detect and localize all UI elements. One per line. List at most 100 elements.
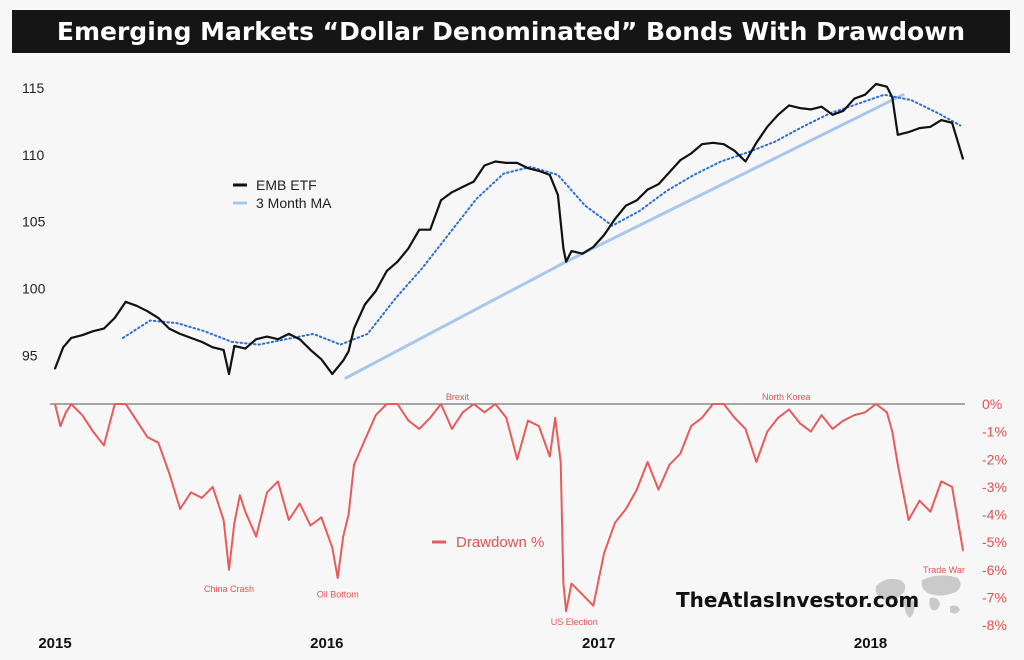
emb-etf-point	[853, 97, 856, 100]
drawdown-point	[712, 403, 714, 405]
emb-etf-point	[124, 300, 127, 303]
emb-etf-point	[962, 158, 964, 160]
drawdown-point	[646, 461, 649, 463]
drawdown-point	[690, 425, 692, 427]
emb-etf-point	[929, 125, 932, 128]
drawdown-point	[668, 464, 671, 466]
drawdown-point	[451, 428, 453, 430]
emb-etf-point	[565, 260, 567, 263]
emb-etf-point	[211, 346, 214, 349]
title-bar: Emerging Markets “Dollar Denominated” Bo…	[12, 10, 1010, 53]
drawdown-annotation: Trade War	[923, 565, 965, 575]
emb-etf-point	[135, 304, 138, 307]
emb-etf-point	[557, 194, 559, 196]
drawdown-point	[157, 441, 160, 444]
emb-etf-point	[461, 186, 464, 188]
drawdown-point	[831, 428, 834, 430]
emb-etf-point	[54, 367, 56, 370]
world-map-icon	[875, 578, 906, 601]
drawdown-point	[309, 524, 312, 527]
drawdown-point	[342, 535, 345, 538]
drawdown-point	[277, 480, 279, 483]
emb-etf-point	[342, 359, 345, 362]
emb-etf-point	[690, 152, 692, 155]
emb-etf-point	[179, 333, 182, 335]
y-tick-label: 110	[22, 147, 45, 163]
drawdown-annotation: Brexit	[446, 392, 470, 402]
emb-etf-point	[255, 338, 258, 341]
emb-etf-point	[777, 113, 779, 116]
drawdown-point	[657, 488, 660, 491]
emb-etf-point	[233, 345, 236, 347]
emb-etf-point	[788, 104, 790, 107]
drawdown-point	[320, 516, 323, 519]
drawdown-annotation: US Election	[551, 617, 598, 627]
emb-etf-point	[298, 338, 301, 341]
drawdown-point	[940, 480, 943, 483]
emb-etf-point	[570, 250, 573, 253]
x-tick-label: 2018	[854, 635, 887, 652]
drawdown-point	[103, 444, 105, 447]
drawdown-point	[190, 491, 192, 494]
emb-etf-point	[875, 83, 877, 85]
watermark-text: TheAtlasInvestor.com	[676, 588, 919, 612]
emb-etf-point	[581, 252, 584, 255]
drawdown-point	[766, 430, 769, 433]
drawdown-point	[679, 452, 682, 455]
drawdown-point	[625, 508, 627, 510]
drawdown-point	[244, 510, 247, 513]
drawdown-point	[222, 519, 225, 521]
world-map-icon	[921, 575, 961, 596]
drawdown-point	[799, 422, 801, 425]
emb-etf-point	[440, 199, 442, 202]
emb-etf-point	[483, 164, 486, 167]
emb-etf-point	[451, 191, 453, 194]
drawdown-point	[810, 430, 812, 433]
drawdown-point	[114, 403, 116, 405]
emb-etf-point	[744, 160, 747, 163]
series-line-drawdown	[54, 403, 964, 613]
drawdown-point	[201, 497, 203, 499]
chart-title: Emerging Markets “Dollar Denominated” Bo…	[56, 17, 966, 46]
drawdown-point	[549, 455, 551, 458]
trendline	[344, 93, 905, 380]
x-tick-label: 2015	[38, 635, 71, 652]
drawdown-point	[440, 403, 442, 405]
drawdown-point	[744, 428, 747, 430]
x-tick-label: 2016	[310, 635, 343, 652]
drawdown-point	[554, 417, 556, 419]
emb-etf-point	[592, 246, 595, 248]
drawdown-point	[962, 549, 964, 552]
emb-etf-point	[266, 335, 268, 338]
drawdown-point	[168, 472, 170, 474]
emb-etf-point	[505, 162, 508, 164]
emb-etf-point	[701, 143, 703, 146]
drawdown-point	[788, 408, 790, 411]
drawdown-point	[65, 411, 67, 414]
emb-etf-point	[374, 290, 377, 292]
drawdown-tick-label: -3%	[982, 479, 1007, 495]
drawdown-point	[565, 610, 567, 612]
emb-etf-point	[516, 162, 519, 164]
drawdown-tick-label: -7%	[982, 589, 1007, 605]
drawdown-point	[298, 502, 301, 505]
drawdown-annotation: Oil Bottom	[317, 590, 359, 600]
drawdown-point	[146, 436, 149, 438]
emb-etf-point	[712, 141, 714, 144]
emb-etf-point	[396, 260, 399, 263]
emb-etf-point	[820, 105, 823, 108]
drawdown-annotation: North Korea	[762, 392, 811, 402]
drawdown-point	[483, 411, 486, 414]
drawdown-point	[54, 403, 56, 405]
emb-etf-point	[733, 149, 736, 152]
emb-etf-point	[809, 108, 812, 111]
emb-etf-point	[228, 373, 230, 375]
drawdown-point	[266, 491, 268, 494]
drawdown-point	[853, 414, 856, 416]
watermark: TheAtlasInvestor.com	[676, 575, 961, 618]
emb-etf-point	[157, 317, 160, 319]
emb-etf-point	[331, 373, 334, 375]
drawdown-point	[288, 519, 290, 521]
emb-etf-point	[918, 127, 921, 129]
